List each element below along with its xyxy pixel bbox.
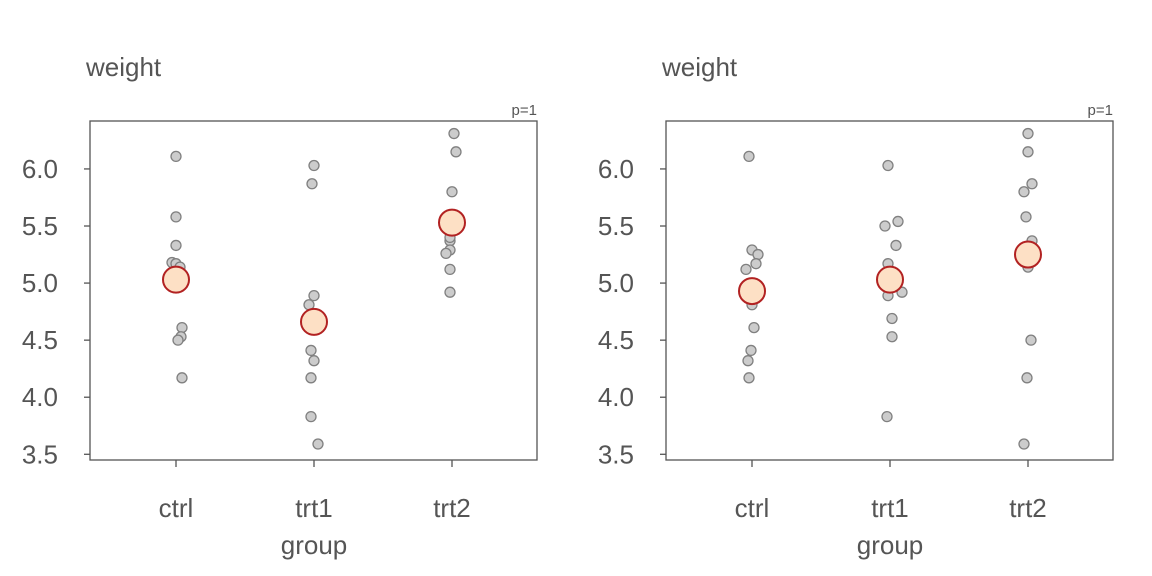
data-point-trt2 bbox=[1018, 186, 1030, 198]
data-point-trt2 bbox=[446, 186, 458, 198]
y-tick-label-4.5: 4.5 bbox=[598, 325, 634, 355]
data-point-ctrl bbox=[752, 248, 764, 261]
mean-marker-ctrl bbox=[738, 277, 766, 306]
y-axis-title: weight bbox=[85, 52, 162, 82]
y-tick-label-5.5: 5.5 bbox=[598, 211, 634, 241]
data-point-ctrl bbox=[743, 372, 755, 384]
data-point-trt2 bbox=[444, 263, 456, 276]
data-point-trt1 bbox=[305, 344, 317, 357]
chart-panels: weight p=1 3.5 4.0 4.5 5.0 5.5 6.0 ctrl trt1 trt2 g… bbox=[22, 52, 1114, 560]
data-point-ctrl bbox=[750, 258, 762, 270]
data-point-trt1 bbox=[308, 355, 320, 367]
y-tick-label-6.0: 6.0 bbox=[22, 154, 58, 184]
y-tick-label-5.5: 5.5 bbox=[22, 211, 58, 241]
data-point-trt1 bbox=[306, 178, 318, 190]
data-point-ctrl bbox=[170, 211, 182, 223]
data-point-trt2 bbox=[1025, 334, 1037, 346]
mean-marker-trt1 bbox=[300, 307, 328, 336]
y-tick-label-4.0: 4.0 bbox=[22, 382, 58, 412]
data-point-ctrl bbox=[740, 263, 752, 276]
data-point-trt1 bbox=[892, 215, 904, 228]
data-point-trt2 bbox=[1018, 438, 1030, 450]
data-point-trt2 bbox=[444, 286, 456, 298]
x-tick-label-trt1: trt1 bbox=[871, 493, 909, 523]
data-point-ctrl bbox=[176, 321, 188, 334]
data-point-trt2 bbox=[1022, 127, 1034, 140]
data-point-trt1 bbox=[886, 331, 898, 343]
chart-panel-1: weight p=1 3.5 4.0 4.5 5.0 5.5 6.0 ctrl trt1 trt2 g… bbox=[22, 52, 538, 560]
p-value-annotation: p=1 bbox=[512, 102, 537, 119]
data-point-ctrl bbox=[172, 334, 184, 346]
data-point-trt1 bbox=[308, 289, 320, 302]
data-point-ctrl bbox=[748, 321, 760, 334]
x-axis-title: group bbox=[281, 530, 348, 560]
data-point-trt1 bbox=[312, 438, 324, 450]
y-tick-label-4.0: 4.0 bbox=[598, 382, 634, 412]
x-axis-title: group bbox=[857, 530, 924, 560]
data-point-trt1 bbox=[305, 372, 317, 384]
data-point-trt2 bbox=[1021, 372, 1033, 384]
data-point-trt1 bbox=[881, 410, 893, 423]
data-point-trt2 bbox=[448, 127, 460, 140]
mean-marker-trt1 bbox=[876, 265, 904, 294]
data-point-trt1 bbox=[882, 159, 894, 172]
x-tick-label-trt2: trt2 bbox=[433, 493, 471, 523]
data-point-trt1 bbox=[890, 239, 902, 252]
x-tick-label-ctrl: ctrl bbox=[159, 493, 194, 523]
mean-marker-trt2 bbox=[1014, 240, 1042, 269]
data-point-trt1 bbox=[308, 159, 320, 172]
data-point-ctrl bbox=[170, 239, 182, 252]
data-point-ctrl bbox=[743, 150, 755, 163]
y-tick-label-5.0: 5.0 bbox=[22, 268, 58, 298]
data-point-trt1 bbox=[886, 312, 898, 325]
y-axis-title: weight bbox=[661, 52, 738, 82]
data-point-trt2 bbox=[1020, 211, 1032, 223]
y-tick-label-3.5: 3.5 bbox=[598, 439, 634, 469]
mean-marker-ctrl bbox=[162, 265, 190, 294]
y-tick-label-4.5: 4.5 bbox=[22, 325, 58, 355]
data-point-ctrl bbox=[742, 355, 754, 367]
data-point-ctrl bbox=[745, 344, 757, 357]
data-point-ctrl bbox=[170, 150, 182, 163]
data-point-trt1 bbox=[879, 220, 891, 232]
mean-marker-trt2 bbox=[438, 208, 466, 237]
y-tick-label-3.5: 3.5 bbox=[22, 439, 58, 469]
data-point-trt2 bbox=[1022, 146, 1034, 158]
data-point-trt1 bbox=[305, 410, 317, 423]
y-tick-label-5.0: 5.0 bbox=[598, 268, 634, 298]
data-point-ctrl bbox=[176, 372, 188, 384]
y-tick-label-6.0: 6.0 bbox=[598, 154, 634, 184]
chart-panel-2: weight p=1 3.5 4.0 4.5 5.0 5.5 6.0 ctrl trt1 trt2 g… bbox=[598, 52, 1114, 560]
p-value-annotation: p=1 bbox=[1088, 102, 1113, 119]
data-point-trt2 bbox=[450, 146, 462, 158]
x-tick-label-ctrl: ctrl bbox=[735, 493, 770, 523]
x-tick-label-trt1: trt1 bbox=[295, 493, 333, 523]
data-point-trt2 bbox=[440, 247, 452, 260]
x-tick-label-trt2: trt2 bbox=[1009, 493, 1047, 523]
data-point-trt2 bbox=[1026, 178, 1038, 190]
